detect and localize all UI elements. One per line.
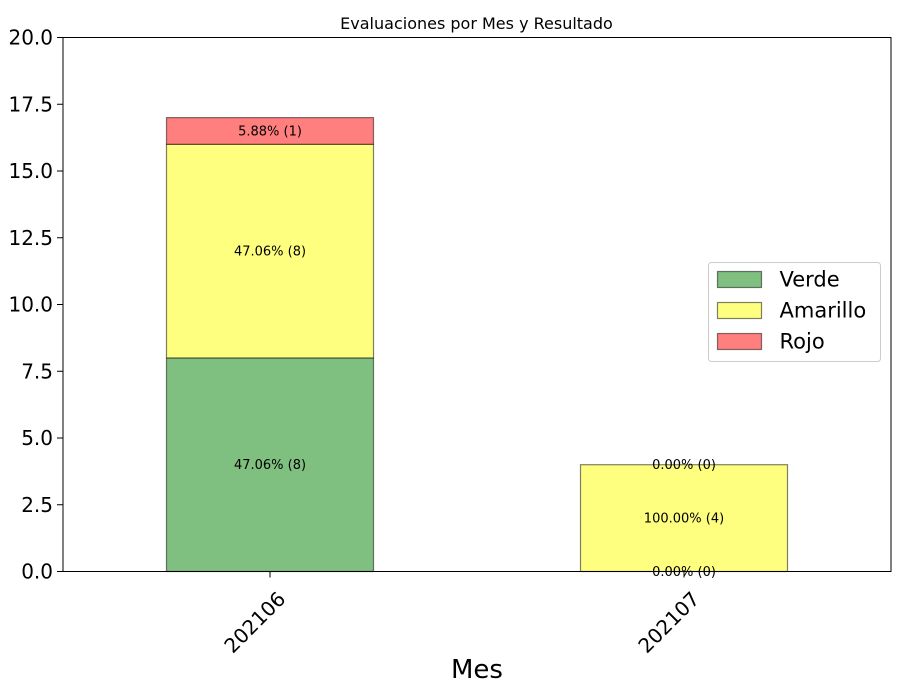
segment-label-verde-202106: 47.06% (8) — [234, 458, 306, 473]
bar-segment-rojo-202106 — [165, 116, 375, 145]
segment-label-amarillo-202107: 100.00% (4) — [644, 512, 724, 527]
y-axis: 0.0 2.5 5.0 7.5 10.0 12.5 15.0 17.5 20.0 — [8, 26, 63, 584]
segment-labels-group: 47.06% (8) 47.06% (8) 5.88% (1) 0.00% (0) 10… — [234, 124, 724, 580]
x-axis: 202106 202107 — [219, 571, 704, 658]
y-tick-label: 7.5 — [21, 359, 53, 383]
y-tick-label: 12.5 — [8, 226, 53, 250]
y-tick-label: 5.0 — [21, 426, 53, 450]
legend-label-rojo: Rojo — [780, 330, 825, 354]
bar-segment-verde-202106 — [165, 357, 375, 573]
bar-segment-amarillo-202106 — [165, 143, 375, 359]
y-tick-label: 17.5 — [8, 92, 53, 116]
y-tick-label: 10.0 — [8, 293, 53, 317]
legend-swatch-amarillo — [716, 301, 763, 320]
y-tick-label: 2.5 — [21, 493, 53, 517]
x-axis-label: Mes — [451, 655, 503, 685]
bar-segment-amarillo-202107 — [579, 464, 789, 573]
legend-label-amarillo: Amarillo — [780, 299, 867, 323]
y-tick-label: 15.0 — [8, 159, 53, 183]
legend-swatch-rojo — [716, 332, 763, 351]
y-tick-label: 0.0 — [21, 560, 53, 584]
legend: Verde Amarillo Rojo — [708, 262, 881, 362]
segment-label-rojo-202107: 0.00% (0) — [652, 458, 716, 473]
x-tick-label: 202107 — [633, 587, 704, 658]
y-tick-label: 20.0 — [8, 26, 53, 50]
legend-swatch-verde — [716, 270, 763, 289]
chart-title: Evaluaciones por Mes y Resultado — [340, 14, 613, 33]
segment-label-amarillo-202106: 47.06% (8) — [234, 245, 306, 260]
legend-label-verde: Verde — [780, 268, 840, 292]
bars-group — [165, 116, 789, 573]
segment-label-rojo-202106: 5.88% (1) — [238, 124, 302, 139]
x-tick-label: 202106 — [219, 587, 290, 658]
